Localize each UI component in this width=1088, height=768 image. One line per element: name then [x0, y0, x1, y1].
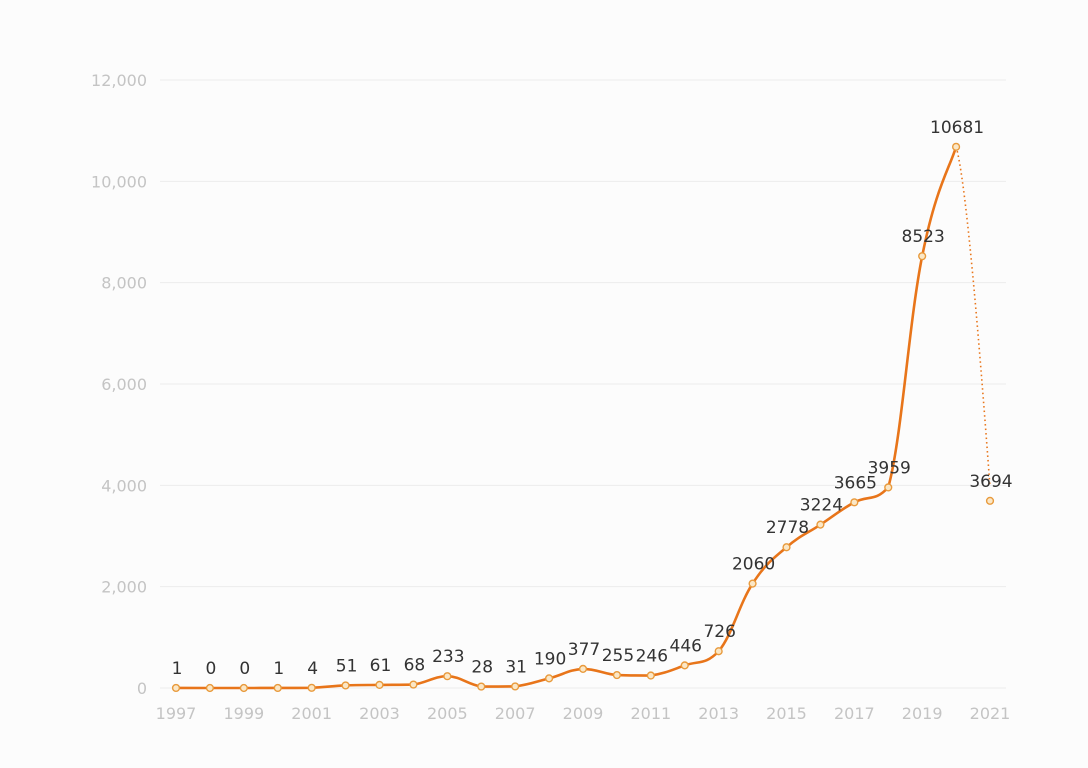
data-label-2009: 377	[568, 640, 600, 660]
y-tick-label: 2,000	[101, 578, 147, 597]
data-label-2014: 2060	[732, 555, 775, 575]
data-label-2016: 3224	[800, 496, 843, 516]
data-point-2012	[680, 661, 689, 670]
y-tick-label: 12,000	[91, 71, 147, 90]
x-tick-label: 2001	[291, 704, 332, 723]
data-point-1998	[205, 683, 215, 693]
data-point-2007	[511, 682, 520, 691]
x-tick-label: 1997	[156, 704, 197, 723]
data-label-2012: 446	[670, 636, 702, 656]
x-tick-label: 2015	[766, 704, 807, 723]
x-tick-label: 2011	[630, 704, 671, 723]
data-point-2005	[443, 672, 452, 681]
data-label-2003: 61	[370, 656, 392, 676]
data-label-2010: 255	[602, 646, 634, 666]
series-points	[171, 142, 995, 693]
data-point-2021	[985, 496, 995, 505]
data-label-2008: 190	[534, 649, 566, 669]
data-point-2000	[273, 683, 282, 693]
data-label-2021: 3694	[969, 472, 1012, 492]
x-tick-label: 2017	[834, 704, 875, 723]
data-label-2006: 28	[471, 658, 493, 678]
data-label-1998: 0	[206, 659, 217, 679]
y-tick-label: 0	[137, 679, 147, 698]
data-point-2015	[782, 543, 791, 552]
y-tick-label: 10,000	[91, 172, 147, 191]
x-tick-label: 2007	[495, 704, 536, 723]
data-point-2016	[816, 520, 825, 529]
data-label-2004: 68	[404, 656, 426, 676]
data-label-2007: 31	[505, 657, 527, 677]
data-label-2005: 233	[432, 647, 464, 667]
data-point-1999	[239, 683, 248, 693]
data-point-1997	[171, 683, 181, 693]
data-point-2008	[544, 674, 554, 683]
data-label-2017: 3665	[834, 473, 877, 493]
data-label-2019: 8523	[902, 227, 945, 247]
data-point-2002	[341, 681, 350, 690]
data-label-2020: 10681	[930, 118, 984, 138]
data-point-2004	[409, 680, 418, 689]
y-tick-label: 6,000	[101, 375, 147, 394]
x-tick-label: 2019	[902, 704, 943, 723]
data-label-2011: 246	[636, 647, 668, 667]
x-tick-label: 2021	[970, 704, 1011, 723]
x-tick-label: 1999	[223, 704, 264, 723]
data-point-2019	[918, 252, 927, 261]
x-tick-label: 2009	[563, 704, 604, 723]
data-point-2014	[748, 579, 757, 588]
y-axis-ticks: 0 2,000 4,000 6,000 8,000 10,000 12,000	[91, 71, 147, 698]
data-label-2000: 1	[273, 659, 284, 679]
data-point-2013	[714, 647, 723, 656]
data-point-2017	[850, 498, 859, 507]
data-point-2011	[646, 671, 655, 680]
series-line-projection	[955, 146, 991, 487]
data-label-1997: 1	[172, 659, 183, 679]
x-axis-ticks: 1997 1999 2001 2003 2005 2007 2009 2011 2013 2015…	[156, 704, 1011, 723]
data-label-2001: 4	[307, 659, 318, 679]
series-line	[174, 145, 991, 690]
series-line-solid	[174, 145, 958, 690]
data-label-1999: 0	[239, 659, 250, 679]
data-point-2020	[951, 142, 961, 151]
data-label-2015: 2778	[766, 518, 809, 538]
data-label-2002: 51	[336, 656, 358, 676]
data-label-2018: 3959	[868, 458, 911, 478]
data-point-2009	[578, 664, 588, 673]
data-label-2013: 726	[703, 622, 735, 642]
data-point-2018	[884, 483, 893, 492]
y-tick-label: 8,000	[101, 274, 147, 293]
data-point-2010	[612, 670, 622, 680]
y-tick-label: 4,000	[101, 476, 147, 495]
x-tick-label: 2013	[698, 704, 739, 723]
data-point-2001	[307, 683, 316, 692]
data-point-2006	[477, 682, 486, 691]
data-point-2003	[375, 680, 384, 690]
x-tick-label: 2005	[427, 704, 468, 723]
x-tick-label: 2003	[359, 704, 400, 723]
grid-lines	[160, 79, 1006, 689]
